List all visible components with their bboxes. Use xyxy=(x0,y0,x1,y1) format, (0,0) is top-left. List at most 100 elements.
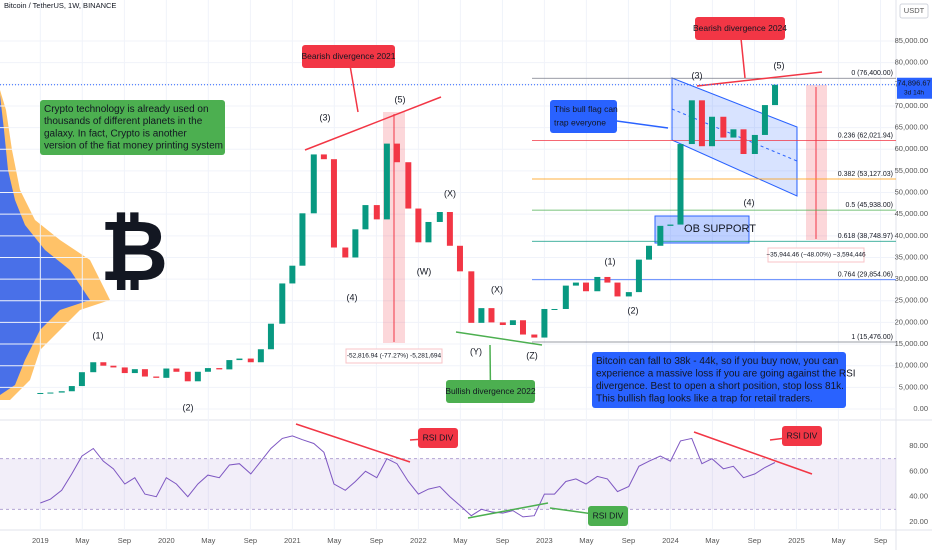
candle xyxy=(625,292,632,297)
candle xyxy=(247,358,254,363)
rsi-div-label: RSI DIV xyxy=(787,430,818,440)
y-tick-label: 40,000.00 xyxy=(895,231,928,240)
y-tick-label: 55,000.00 xyxy=(895,166,928,175)
y-tick-label: 60,000.00 xyxy=(895,144,928,153)
candle xyxy=(383,143,390,220)
volume-profile xyxy=(0,95,90,395)
candle xyxy=(110,365,117,368)
x-tick-label: Sep xyxy=(118,536,131,545)
x-tick-label: 2023 xyxy=(536,536,553,545)
wave-label: (1) xyxy=(93,330,104,340)
countdown: 3d 14h xyxy=(904,89,924,96)
callout-text: version of the fiat money printing syste… xyxy=(44,141,223,152)
candle xyxy=(635,259,642,293)
x-tick-label: May xyxy=(201,536,215,545)
candle xyxy=(446,212,453,246)
candle xyxy=(267,323,274,350)
candle xyxy=(226,360,233,370)
x-tick-label: 2021 xyxy=(284,536,301,545)
x-tick-label: Sep xyxy=(748,536,761,545)
x-tick-label: 2019 xyxy=(32,536,49,545)
wave-label: (1) xyxy=(605,256,616,266)
x-tick-label: May xyxy=(579,536,593,545)
candle xyxy=(594,276,601,292)
y-tick-label: 85,000.00 xyxy=(895,36,928,45)
x-tick-label: 2024 xyxy=(662,536,679,545)
wave-label: (4) xyxy=(347,292,358,302)
x-tick-label: May xyxy=(453,536,467,545)
rsi-div-box xyxy=(782,426,822,446)
candle xyxy=(204,368,211,372)
rsi-div-box xyxy=(418,428,458,448)
candle xyxy=(393,143,400,163)
last-price-box xyxy=(897,77,932,99)
candle xyxy=(667,224,674,226)
callout-text: Bitcoin can fall to 38k - 44k, so if you… xyxy=(596,356,838,367)
fib-label: 0.764 (29,854.06) xyxy=(838,272,893,279)
callout-text: This bullish flag looks like a trap for … xyxy=(596,393,813,404)
callout-box xyxy=(550,100,617,133)
fib-label: 0.618 (38,748.97) xyxy=(838,233,893,240)
wave-label: (W) xyxy=(417,266,432,276)
candle xyxy=(468,271,475,323)
wave-label: (X) xyxy=(444,188,456,198)
candle xyxy=(194,371,201,382)
rsi-div-line xyxy=(295,423,411,463)
candle xyxy=(751,134,758,154)
y-tick-label: 35,000.00 xyxy=(895,252,928,261)
currency-box[interactable] xyxy=(899,3,929,19)
candle xyxy=(131,369,138,374)
candle xyxy=(405,162,412,209)
candle xyxy=(761,105,768,135)
candle xyxy=(720,116,727,138)
candle xyxy=(709,116,716,147)
candle xyxy=(257,349,264,363)
candle xyxy=(173,368,180,372)
rsi-div-label: RSI DIV xyxy=(423,432,454,442)
callout-text: thousands of different planets in the xyxy=(44,116,203,127)
rsi-band xyxy=(0,458,896,510)
candle xyxy=(551,308,558,310)
wave-label: (X) xyxy=(491,284,503,294)
wave-label: (3) xyxy=(320,112,331,122)
candle xyxy=(677,144,684,225)
y-tick-label: 5,000.00 xyxy=(899,382,928,391)
x-tick-label: Sep xyxy=(496,536,509,545)
wave-label: (2) xyxy=(183,402,194,412)
callout-text: Bearish divergence 2021 xyxy=(301,51,395,61)
rsi-div-line xyxy=(467,502,549,519)
rsi-tick-label: 80.00 xyxy=(909,441,928,450)
rsi-tick-label: 60.00 xyxy=(909,466,928,475)
wave-label: (Z) xyxy=(526,350,538,360)
candle xyxy=(216,368,223,370)
trend-line xyxy=(455,331,543,346)
x-tick-label: Sep xyxy=(370,536,383,545)
callout-box xyxy=(40,100,225,155)
callout-text: Crypto technology is already used on xyxy=(44,104,209,115)
currency: USDT xyxy=(904,6,925,15)
candle xyxy=(436,212,443,222)
candle xyxy=(657,225,664,246)
x-tick-label: May xyxy=(327,536,341,545)
candle xyxy=(100,362,107,366)
rsi-div-line xyxy=(693,431,813,475)
candle xyxy=(330,159,337,248)
candle xyxy=(37,392,44,394)
candle xyxy=(541,308,548,338)
symbol-title: Bitcoin / TetherUS, 1W, BINANCE xyxy=(4,1,116,10)
candle xyxy=(519,320,526,335)
measure-label-box xyxy=(345,348,443,364)
callout-text: This bull flag can xyxy=(554,104,618,114)
x-tick-label: Sep xyxy=(874,536,887,545)
fib-label: 0 (76,400.00) xyxy=(851,70,893,77)
measure-label: -52,816.94 (-77.27%) -5,281,694 xyxy=(347,353,442,360)
wave-label: (5) xyxy=(395,94,406,104)
candle xyxy=(614,282,621,297)
logo: ₿ xyxy=(100,204,168,298)
candle xyxy=(456,245,463,272)
candle xyxy=(289,265,296,284)
candle xyxy=(582,282,589,292)
candle xyxy=(646,245,653,260)
callout-text: experience a massive loss if you are goi… xyxy=(596,368,856,379)
x-tick-label: 2022 xyxy=(410,536,427,545)
